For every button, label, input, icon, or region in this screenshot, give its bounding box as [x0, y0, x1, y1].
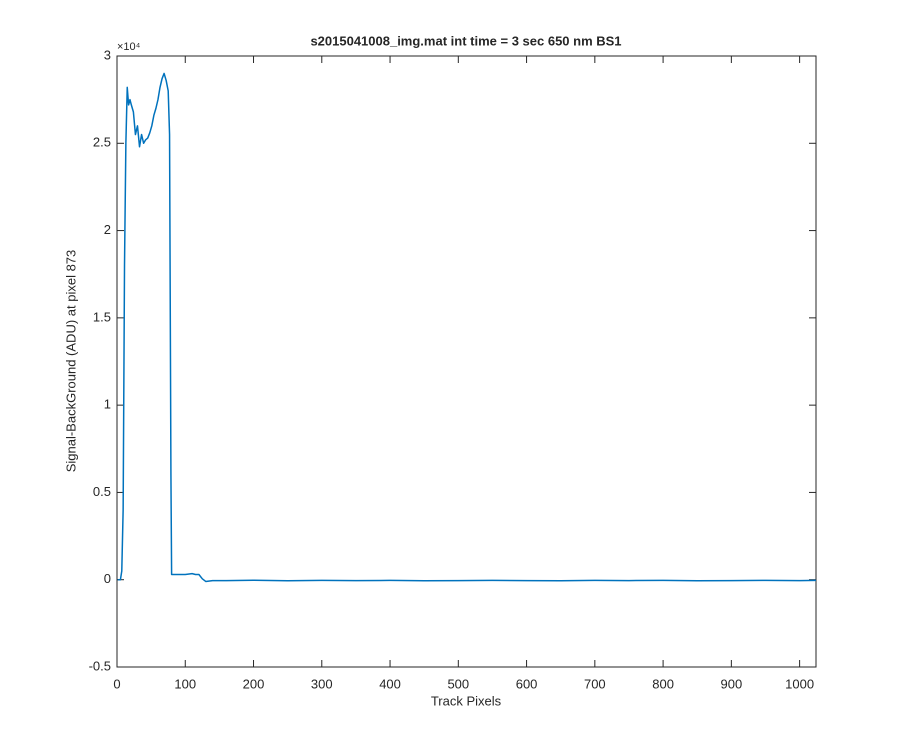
y-tick-label: 0.5: [93, 484, 111, 499]
x-tick-label: 800: [652, 676, 674, 691]
y-tick-label: 1: [104, 397, 111, 412]
y-multiplier: ×10⁴: [117, 41, 141, 53]
x-tick-label: 0: [113, 676, 120, 691]
data-line: [117, 72, 817, 583]
x-axis-label: Track Pixels: [431, 693, 502, 708]
x-tick-label: 900: [721, 676, 743, 691]
y-tick-label: 0: [104, 571, 111, 586]
y-tick-label: 3: [104, 47, 111, 62]
y-tick-label: 2.5: [93, 135, 111, 150]
axes-box: [116, 55, 817, 668]
x-tick-label: 300: [311, 676, 333, 691]
x-tick-label: 100: [174, 676, 196, 691]
x-tick-label: 600: [516, 676, 538, 691]
x-tick-label: 700: [584, 676, 606, 691]
x-tick-label: 1000: [785, 676, 814, 691]
y-tick-label: 2: [104, 222, 111, 237]
chart-title: s2015041008_img.mat int time = 3 sec 650…: [310, 33, 621, 48]
x-tick-label: 400: [379, 676, 401, 691]
x-tick-label: 500: [447, 676, 469, 691]
y-tick-label: 1.5: [93, 309, 111, 324]
y-axis-label: Signal-BackGround (ADU) at pixel 873: [63, 250, 78, 473]
y-tick-label: -0.5: [89, 658, 111, 673]
x-tick-label: 200: [243, 676, 265, 691]
